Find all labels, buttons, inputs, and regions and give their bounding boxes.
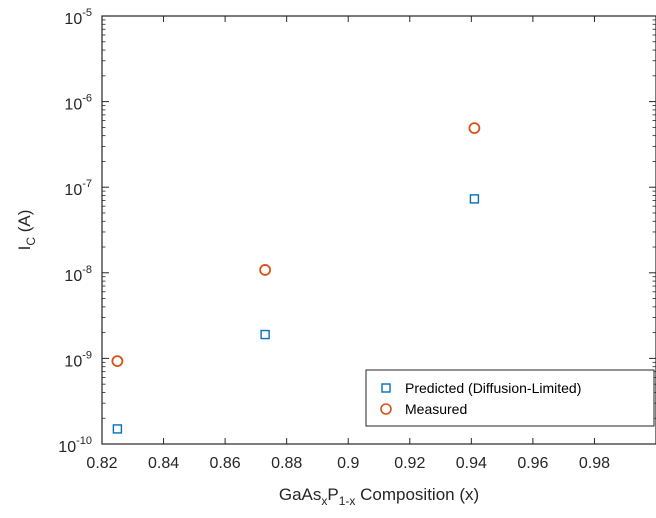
x-tick-label: 0.96 <box>517 455 548 472</box>
y-tick-label: 10-7 <box>64 178 92 199</box>
legend-box <box>365 369 655 427</box>
y-axis-ticks: 10-10 10-9 10-8 10-7 10-6 10-5 <box>58 7 656 456</box>
predicted-point <box>112 424 123 434</box>
x-tick-label: 0.88 <box>271 455 302 472</box>
legend-label-measured: Measured <box>405 401 467 417</box>
x-tick-label: 0.84 <box>148 455 179 472</box>
x-tick-label: 0.82 <box>86 455 117 472</box>
y-tick-label: 10-8 <box>64 264 92 285</box>
plot-frame <box>101 15 656 445</box>
measured-point <box>259 264 272 276</box>
predicted-point <box>469 194 480 204</box>
legend-marker-predicted <box>381 383 391 393</box>
measured-point <box>111 355 124 367</box>
y-tick-label: 10-10 <box>58 435 92 456</box>
y-tick-label: 10-9 <box>64 349 92 370</box>
plot-area-border <box>101 15 656 445</box>
x-axis-ticks: 0.82 0.84 0.86 0.88 0.9 0.92 0.94 0.96 0.98 <box>86 16 610 472</box>
data-markers <box>111 122 481 434</box>
x-tick-label: 0.86 <box>210 455 241 472</box>
y-axis-label: IC (A) <box>15 210 38 251</box>
x-tick-label: 0.94 <box>456 455 487 472</box>
legend-label-predicted: Predicted (Diffusion-Limited) <box>405 380 581 396</box>
y-tick-label: 10-5 <box>64 7 92 28</box>
legend-marker-measured <box>380 403 392 415</box>
predicted-point <box>260 329 270 340</box>
legend: Predicted (Diffusion-Limited) Measured <box>365 369 655 427</box>
x-tick-label: 0.9 <box>337 455 359 472</box>
x-tick-label: 0.98 <box>579 455 610 472</box>
measured-point <box>468 122 481 135</box>
x-tick-label: 0.92 <box>394 455 425 472</box>
x-axis-label: GaAsxP1-x Composition (x) <box>279 485 479 508</box>
y-tick-label: 10-6 <box>64 93 92 114</box>
